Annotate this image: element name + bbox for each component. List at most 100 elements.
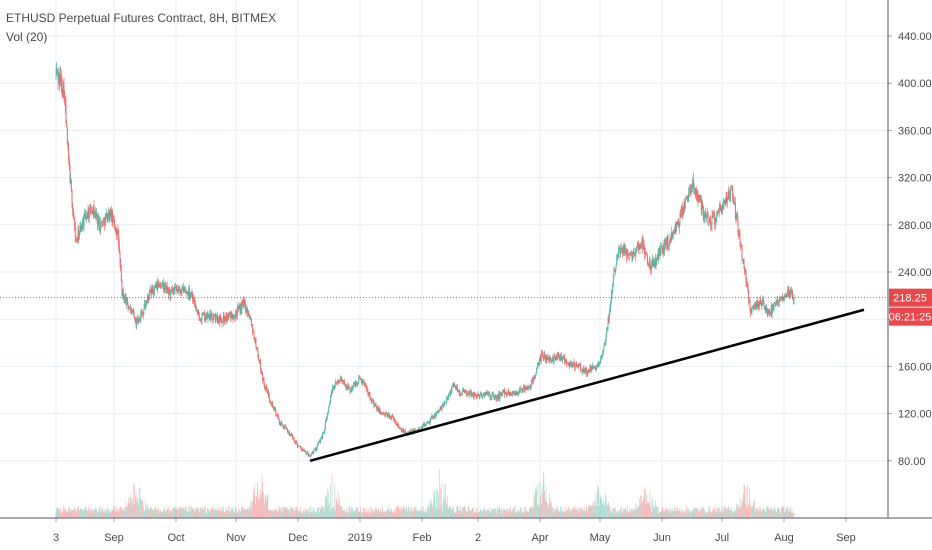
volume-bar [332,508,334,518]
volume-bar [502,509,504,518]
candle-body [608,318,610,320]
volume-bar [479,509,481,518]
candle-body [752,306,754,308]
candle-body [308,454,310,456]
candle-body [348,387,350,389]
volume-bar [560,506,562,518]
volume-bar [112,509,114,518]
volume-bar [777,507,779,518]
candle-body [238,305,240,308]
candle-body [600,358,602,363]
volume-bar [792,513,794,518]
volume-bar [755,507,757,518]
volume-indicator-label[interactable]: Vol (20) [6,30,48,44]
volume-bar [96,508,98,518]
volume-bar [430,499,432,518]
volume-bar [212,510,214,518]
volume-bar [250,501,252,518]
candle-body [339,380,341,381]
volume-bar [548,507,550,518]
candle-body [76,240,78,242]
volume-bar [490,508,492,518]
candle-body [201,314,203,321]
volume-bar [74,508,76,518]
price-marker[interactable] [889,288,932,307]
volume-bar [155,506,157,518]
candle-body [294,440,296,444]
candle-body [571,365,573,367]
volume-bar [302,513,304,518]
volume-bar [493,509,495,518]
volume-bar [775,511,777,518]
volume-bar [72,510,74,518]
candle-body [117,228,119,231]
candle-body [386,412,388,414]
candle-body [154,284,156,287]
candle-body [583,367,585,374]
candle-body [316,447,318,451]
candle-body [531,379,533,381]
volume-bar [65,511,67,518]
volume-bar [78,510,80,518]
candle-body [755,302,757,310]
candle-body [750,310,752,314]
volume-bar [195,509,197,518]
volume-bar [380,512,382,518]
candle-body [290,434,292,436]
candle-body [188,288,190,296]
volume-bar [315,511,317,518]
volume-bar [435,509,437,518]
volume-bar [278,510,280,518]
volume-bar [570,509,572,518]
volume-bar [329,510,331,518]
volume-bar [297,511,299,518]
candle-body [357,381,359,385]
candle-body [715,217,717,223]
candle-body [730,186,732,196]
symbol-title[interactable]: ETHUSD Perpetual Futures Contract, 8H, B… [6,11,277,25]
volume-bar [320,509,322,518]
candle-body [607,318,609,330]
candle-body [326,417,328,420]
candle-body [350,389,352,391]
trendline[interactable] [309,308,865,463]
candle-body [234,314,236,318]
volume-bar [784,511,786,518]
volume-bar [503,506,505,518]
candle-body [304,450,306,452]
volume-bar [301,511,303,518]
candle-body [334,382,336,386]
candle-body [551,360,553,363]
volume-bar [325,497,327,518]
volume-bar [667,510,669,518]
candle-body [259,360,261,362]
volume-bar [84,508,86,518]
candle-body [584,372,586,374]
candle-body [445,402,447,403]
volume-bar [242,509,244,518]
volume-bar [688,508,690,518]
volume-bar [167,506,169,518]
volume-bar [530,507,532,518]
volume-bar [627,511,629,518]
candle-body [456,386,458,389]
candle-body [752,307,754,309]
candle-body [382,413,384,415]
candle-body [142,310,144,316]
volume-bar [135,491,137,518]
volume-bar [172,508,174,518]
candle-body [586,370,588,374]
volume-bar [62,509,64,518]
candle-body [157,283,159,289]
candle-body [404,430,406,433]
candle-body [81,228,83,230]
volume-bar [438,493,440,518]
candle-body [514,393,516,396]
candle-body [378,408,380,411]
candle-body [582,370,584,372]
candle-body [748,291,750,302]
candle-body [725,197,727,204]
volume-bar [84,509,86,518]
candle-body [338,381,340,382]
